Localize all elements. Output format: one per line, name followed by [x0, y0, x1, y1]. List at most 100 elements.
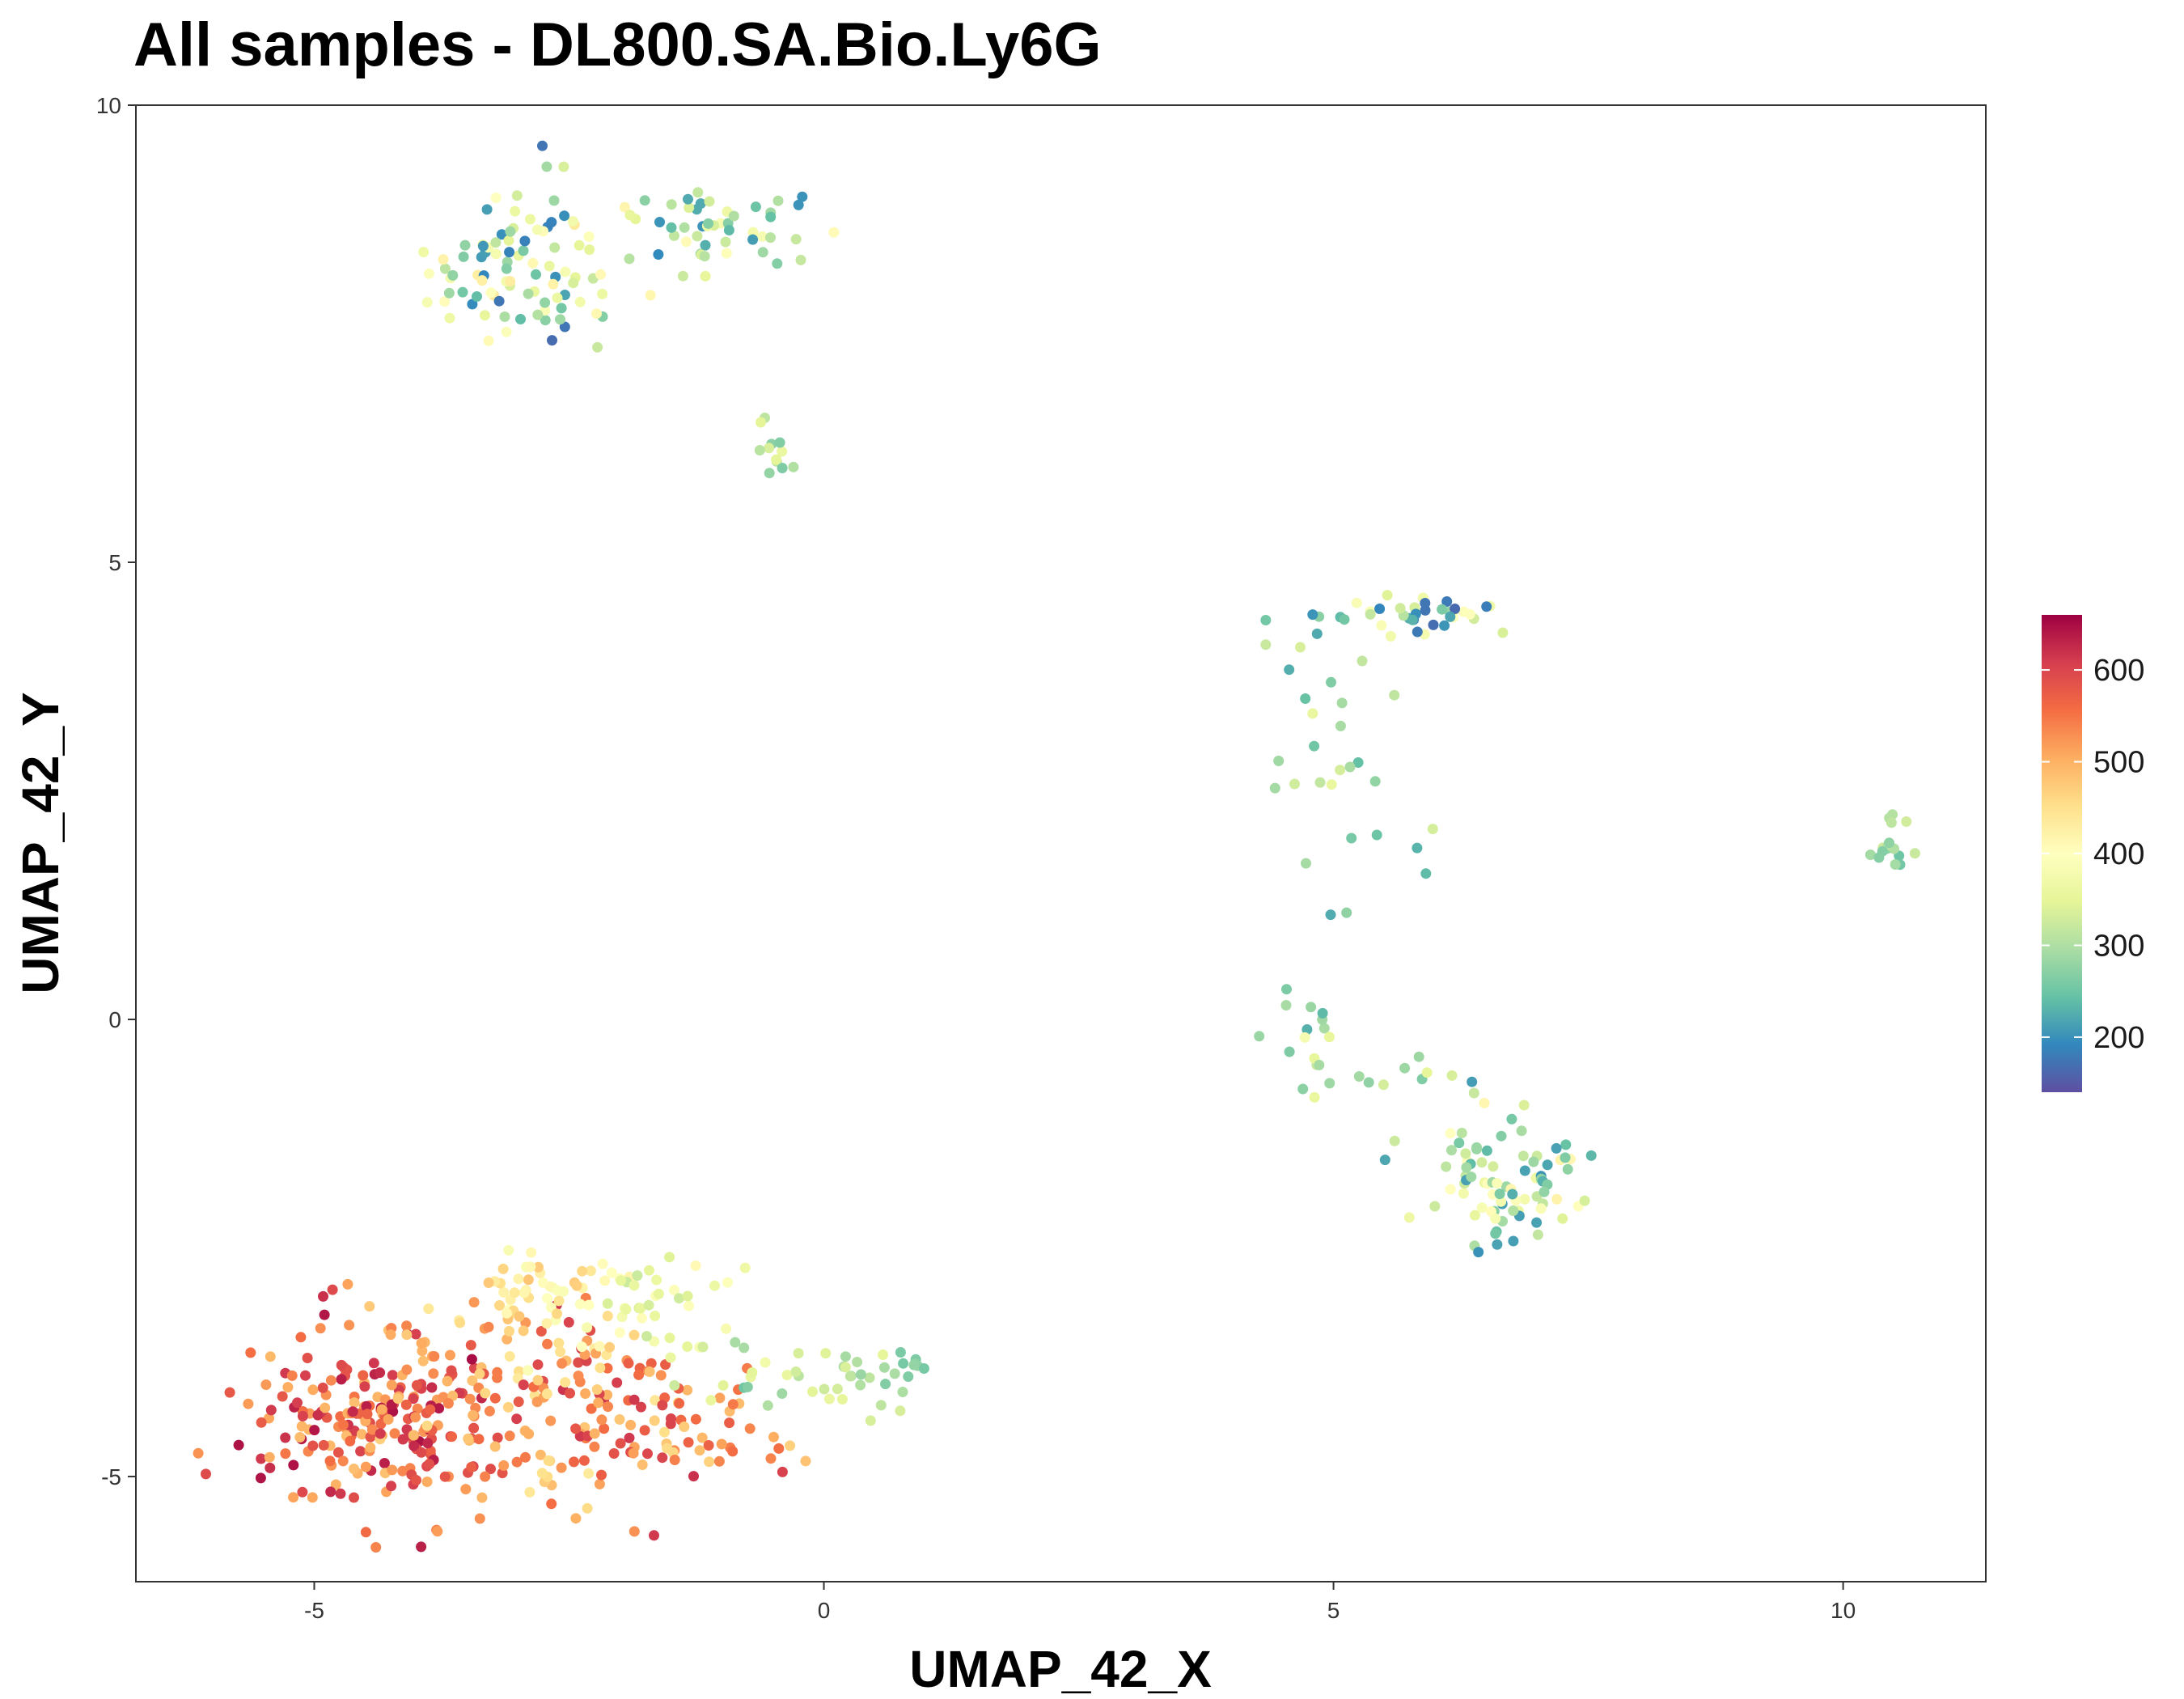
- data-point: [644, 1265, 654, 1276]
- data-point: [296, 1421, 307, 1432]
- data-point: [565, 1388, 575, 1399]
- data-point: [757, 231, 768, 242]
- data-point: [586, 1403, 597, 1414]
- data-point: [439, 296, 451, 307]
- data-point: [532, 1359, 544, 1371]
- data-point: [692, 187, 704, 198]
- data-point: [526, 1247, 537, 1258]
- data-point: [467, 1375, 478, 1386]
- data-point: [265, 1405, 277, 1416]
- data-point: [604, 1341, 616, 1353]
- data-point: [664, 1252, 675, 1263]
- data-point: [468, 1297, 480, 1308]
- data-point: [421, 1477, 433, 1487]
- data-point: [1311, 628, 1323, 639]
- data-point: [520, 1451, 531, 1463]
- data-point: [288, 1492, 299, 1503]
- data-point: [1490, 1228, 1501, 1239]
- data-point: [319, 1309, 330, 1320]
- data-point: [1317, 1007, 1328, 1019]
- data-point: [629, 1526, 640, 1537]
- data-point: [1389, 1135, 1400, 1146]
- data-point: [624, 253, 635, 265]
- data-point: [490, 248, 502, 260]
- y-tick-label: 0: [108, 1007, 121, 1032]
- data-point: [503, 235, 514, 246]
- data-point: [466, 1354, 477, 1365]
- data-point: [295, 1332, 307, 1343]
- data-point: [400, 1399, 412, 1410]
- data-point: [865, 1415, 876, 1426]
- data-point: [336, 1359, 347, 1371]
- data-point: [688, 1471, 699, 1482]
- data-point: [680, 236, 692, 248]
- data-point: [615, 1438, 626, 1449]
- data-point: [768, 1431, 779, 1443]
- data-point: [645, 290, 656, 301]
- data-point: [502, 1401, 514, 1413]
- colorbar-tick-label: 400: [2093, 837, 2144, 871]
- data-point: [1492, 1178, 1503, 1188]
- y-axis-title: UMAP_42_Y: [11, 692, 70, 994]
- data-point: [793, 1348, 804, 1359]
- data-point: [668, 1285, 679, 1295]
- data-point: [692, 231, 703, 242]
- data-point: [878, 1349, 888, 1360]
- data-point: [823, 1393, 835, 1405]
- data-point: [1535, 1203, 1547, 1214]
- data-point: [424, 1459, 435, 1470]
- data-point: [292, 1397, 303, 1409]
- data-point: [356, 1429, 367, 1440]
- data-point: [365, 1442, 376, 1453]
- data-point: [447, 269, 459, 281]
- data-point: [1890, 859, 1901, 870]
- data-point: [596, 1469, 607, 1481]
- y-tick-label: -5: [101, 1464, 121, 1489]
- data-point: [653, 1288, 664, 1299]
- data-point: [434, 1403, 445, 1414]
- colorbar-tick-label: 500: [2093, 746, 2144, 780]
- data-point: [1481, 601, 1492, 612]
- data-point: [684, 1300, 694, 1311]
- data-point: [439, 1471, 451, 1482]
- data-point: [1365, 608, 1376, 620]
- data-point: [1269, 782, 1280, 794]
- data-point: [657, 1452, 668, 1464]
- data-point: [602, 1389, 613, 1400]
- data-point: [280, 1432, 291, 1443]
- data-point: [1420, 868, 1432, 879]
- data-point: [772, 258, 783, 269]
- data-point: [499, 311, 510, 322]
- data-point: [800, 1455, 811, 1467]
- data-point: [417, 1355, 429, 1366]
- data-point: [690, 1260, 701, 1271]
- data-point: [666, 222, 677, 233]
- data-point: [773, 1443, 785, 1454]
- data-point: [1421, 1067, 1433, 1078]
- data-point: [589, 1441, 600, 1452]
- data-point: [557, 1358, 568, 1369]
- data-point: [421, 297, 433, 308]
- data-point: [1519, 1193, 1530, 1205]
- data-point: [612, 1377, 623, 1388]
- data-point: [401, 1320, 413, 1332]
- data-point: [401, 1364, 413, 1375]
- data-point: [1496, 1130, 1507, 1142]
- data-point: [536, 1468, 548, 1479]
- data-point: [325, 1486, 336, 1498]
- data-point: [750, 201, 761, 213]
- data-point: [1254, 1031, 1265, 1042]
- data-point: [1339, 614, 1350, 625]
- data-point: [1531, 1217, 1543, 1228]
- data-point: [596, 1414, 607, 1426]
- data-point: [1508, 1235, 1519, 1247]
- data-point: [1445, 1128, 1456, 1139]
- data-point: [597, 1258, 608, 1269]
- data-point: [307, 1492, 318, 1503]
- data-point: [777, 1388, 788, 1399]
- data-point: [697, 1341, 709, 1353]
- data-point: [852, 1357, 863, 1367]
- data-point: [585, 1265, 596, 1277]
- data-point: [476, 275, 488, 286]
- data-point: [549, 242, 561, 253]
